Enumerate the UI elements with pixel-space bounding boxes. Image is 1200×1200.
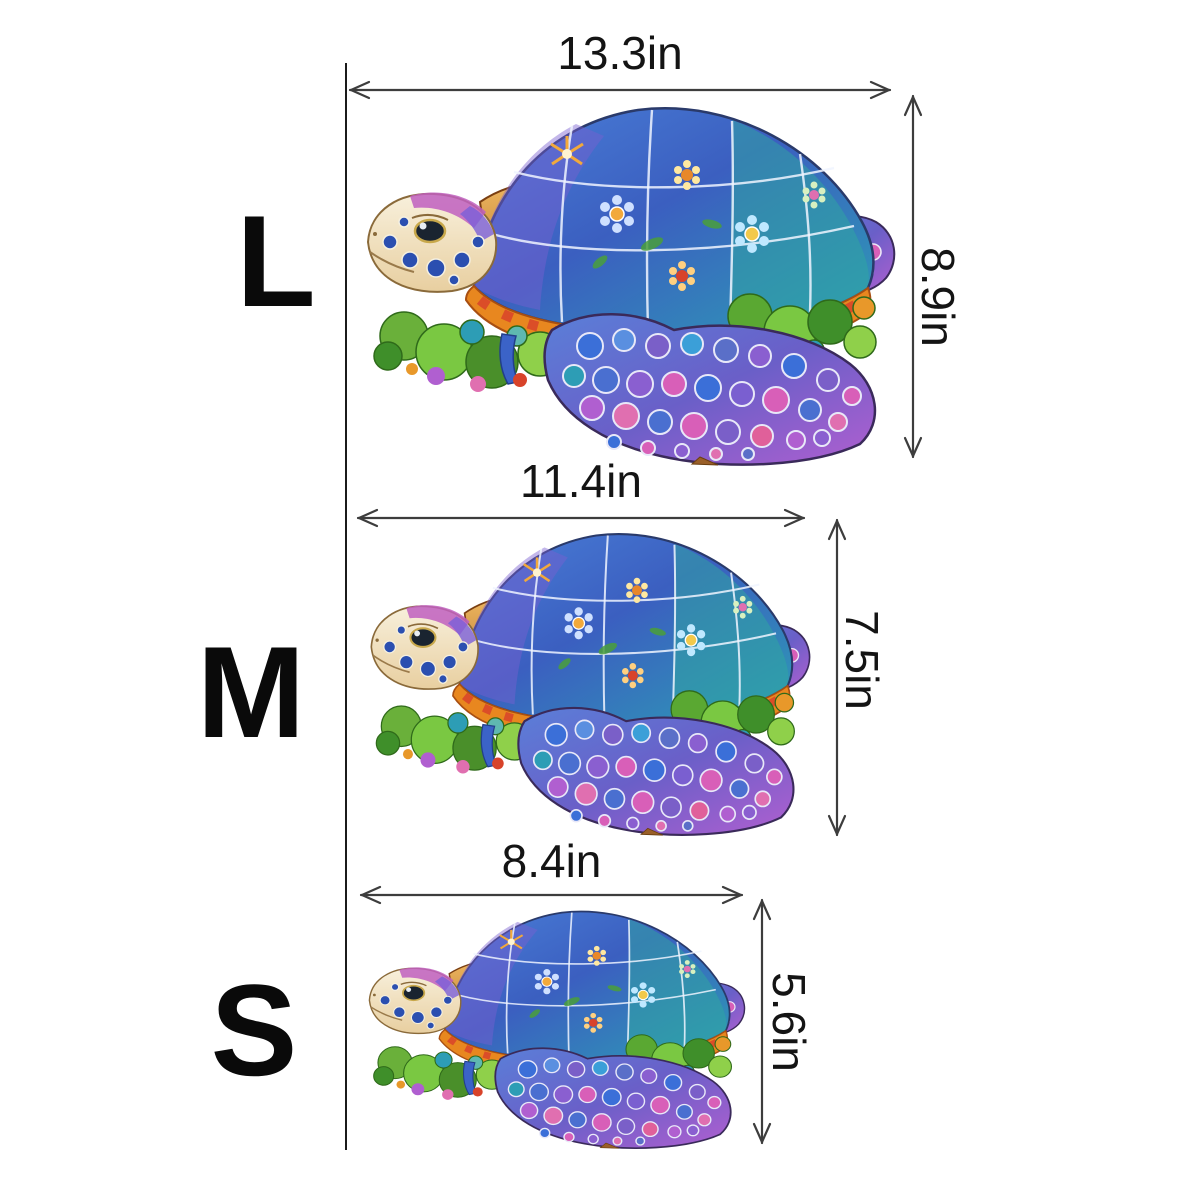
size-letter-m: M <box>196 619 306 765</box>
height-dimension-label-l: 8.9in <box>912 247 964 347</box>
height-dimension-arrow-s <box>752 898 772 1145</box>
height-dimension-label-s: 5.6in <box>763 972 815 1072</box>
reference-line <box>345 63 347 1150</box>
size-letter-l: L <box>236 188 316 334</box>
turtle-illustration-s <box>358 902 750 1149</box>
width-dimension-arrow-l <box>348 80 892 100</box>
width-dimension-label-m: 11.4in <box>520 455 642 507</box>
height-dimension-label-m: 7.5in <box>836 610 888 710</box>
height-dimension-arrow-l <box>903 94 923 459</box>
width-dimension-label-l: 13.3in <box>557 27 683 79</box>
turtle-illustration-l <box>352 94 902 466</box>
width-dimension-label-s: 8.4in <box>501 835 602 887</box>
width-dimension-arrow-s <box>359 885 744 905</box>
size-letter-s: S <box>210 957 298 1103</box>
width-dimension-arrow-m <box>356 508 806 528</box>
turtle-illustration-m <box>358 522 816 836</box>
height-dimension-arrow-m <box>827 518 847 837</box>
